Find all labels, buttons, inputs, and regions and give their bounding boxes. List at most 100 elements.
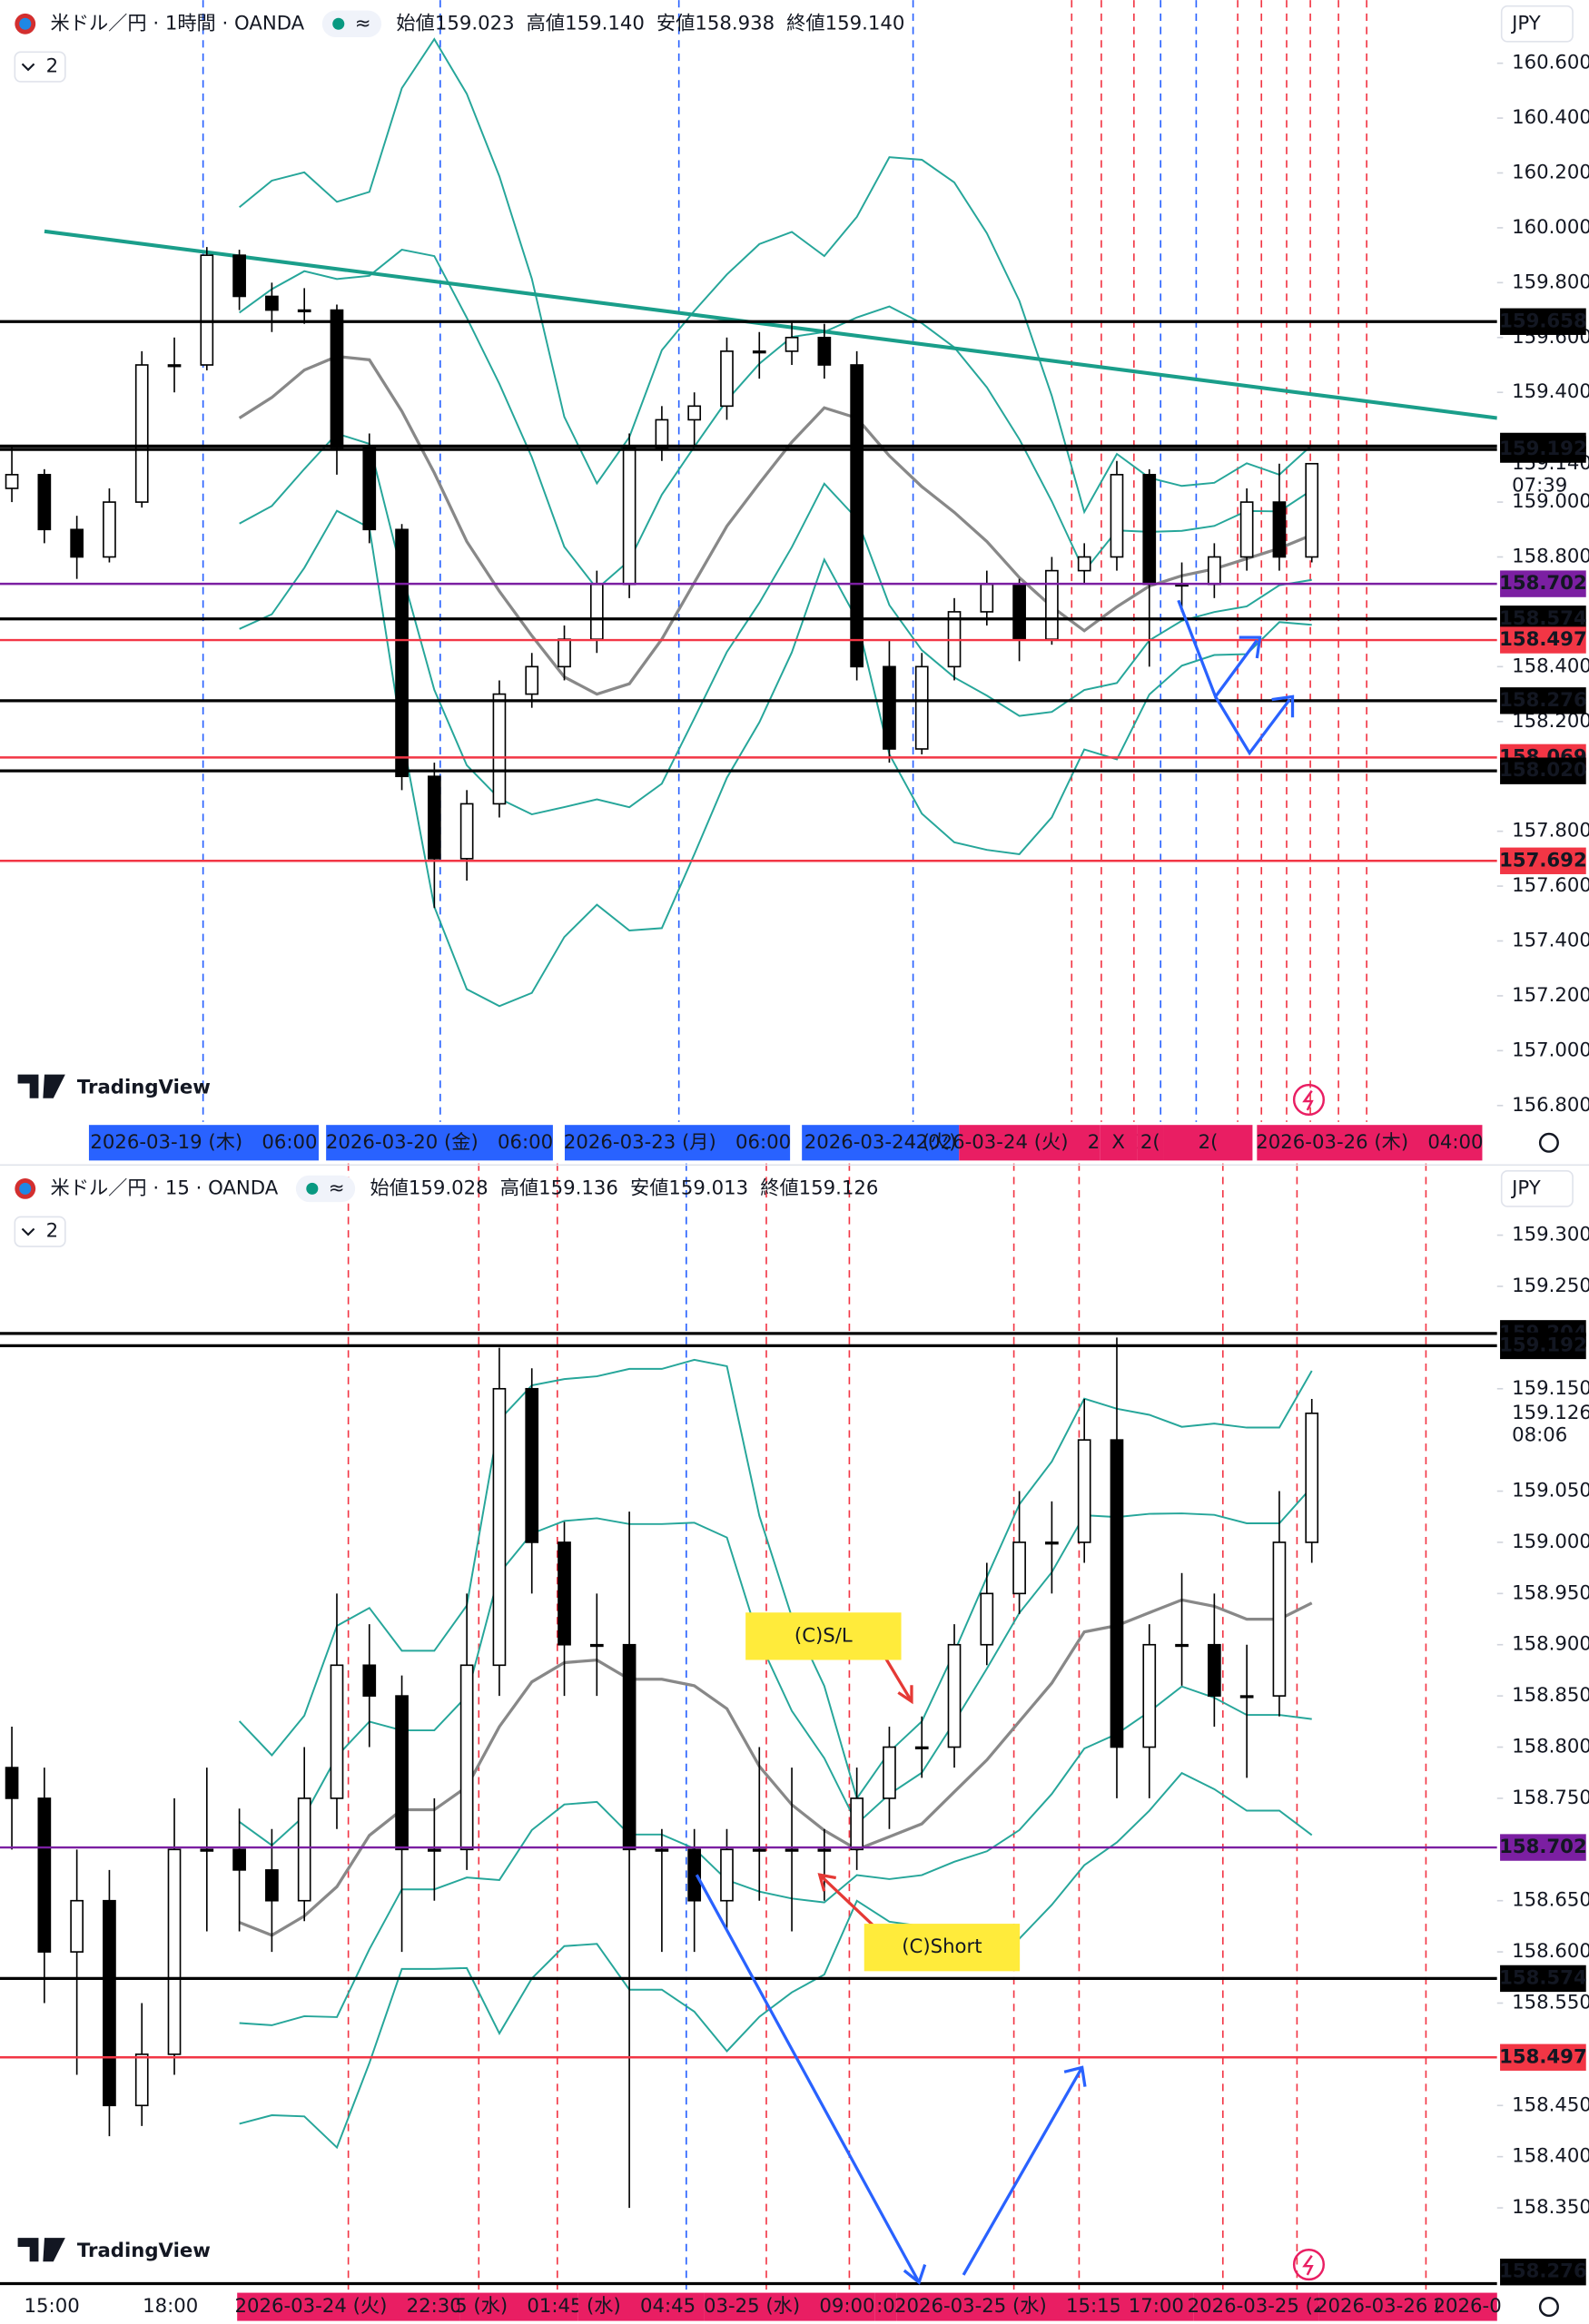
candle-body bbox=[785, 1848, 799, 1852]
annotation-box bbox=[745, 1612, 902, 1660]
count-box[interactable] bbox=[14, 1216, 66, 1247]
candle-body bbox=[558, 638, 571, 668]
chart-panel: 160.600 160.400 160.200 160.000 159.800 159.6… bbox=[0, 0, 1589, 1161]
x-tick-label: 18:00 bbox=[143, 2295, 198, 2318]
settings-icon[interactable] bbox=[1538, 1132, 1559, 1153]
price-label: 159.192 bbox=[1499, 438, 1587, 460]
candle-body bbox=[785, 336, 799, 352]
y-tick-label: 157.400 bbox=[1512, 930, 1589, 952]
x-tick-label: 2026-03-20 (金) 06:00 bbox=[326, 1131, 553, 1154]
candle-body bbox=[1208, 1643, 1221, 1697]
y-tick-label: 160.400 bbox=[1512, 106, 1589, 129]
count: 2 bbox=[46, 55, 59, 78]
candle-body bbox=[492, 1387, 507, 1667]
candle-body bbox=[1272, 501, 1287, 558]
band-line bbox=[239, 509, 1312, 1008]
status-pill bbox=[295, 1175, 356, 1203]
price-label: 158.020 bbox=[1499, 759, 1587, 782]
y-tick-label: 158.400 bbox=[1512, 2145, 1589, 2168]
y-tick-label: 157.000 bbox=[1512, 1039, 1589, 1061]
time-label-box bbox=[874, 2292, 897, 2321]
y-tick-label: 159.000 bbox=[1512, 490, 1589, 513]
countdown: 07:39 bbox=[1512, 474, 1567, 497]
y-tick-label: 160.200 bbox=[1512, 162, 1589, 184]
candle-body bbox=[720, 350, 734, 408]
candle-body bbox=[1239, 501, 1254, 558]
settings-icon[interactable] bbox=[1538, 2297, 1559, 2318]
ohlc-value: 高値159.140 bbox=[527, 12, 645, 34]
y-tick-label: 160.000 bbox=[1512, 216, 1589, 239]
candle-body bbox=[883, 1746, 896, 1799]
y-tick-label: 159.300 bbox=[1512, 1224, 1589, 1246]
arrow bbox=[818, 1874, 876, 1928]
candle-body bbox=[492, 693, 507, 805]
candle-body bbox=[655, 1848, 669, 1852]
moving-average bbox=[238, 354, 1313, 696]
y-tick-label: 158.750 bbox=[1512, 1787, 1589, 1809]
candle-body bbox=[525, 665, 539, 695]
y-tick-label: 158.600 bbox=[1512, 1940, 1589, 1963]
ohlc-value: 高値159.136 bbox=[500, 1177, 618, 1199]
candle-body bbox=[459, 1664, 474, 1851]
candle-body bbox=[428, 1848, 441, 1852]
price-label: 158.497 bbox=[1499, 2045, 1587, 2068]
candle-body bbox=[297, 1797, 311, 1902]
x-tick-label: 2026-03-19 (木) 06:00 bbox=[90, 1131, 317, 1154]
time-label-box bbox=[326, 1125, 553, 1161]
candle-body bbox=[1077, 1439, 1091, 1543]
time-label-box bbox=[88, 1125, 319, 1161]
y-tick-label: 158.800 bbox=[1512, 546, 1589, 568]
candle-body bbox=[103, 501, 116, 558]
candle-body bbox=[1012, 583, 1026, 640]
y-tick-label: 158.550 bbox=[1512, 1991, 1589, 2014]
time-label-box bbox=[1193, 2292, 1319, 2321]
band-line bbox=[239, 1486, 1313, 1846]
price-label-box bbox=[1500, 2259, 1586, 2286]
candle-body bbox=[622, 1643, 637, 1851]
bolt-icon bbox=[1292, 1083, 1326, 1116]
currency-box bbox=[1500, 5, 1574, 43]
count-box[interactable] bbox=[14, 51, 66, 83]
time-label-box bbox=[118, 2292, 222, 2321]
currency: JPY bbox=[1510, 1177, 1541, 1199]
watermark: TradingView bbox=[77, 1076, 211, 1098]
arrow bbox=[883, 1656, 913, 1703]
chart-title: 米ドル／円 · 1時間 · OANDA bbox=[51, 12, 305, 34]
y-tick-label: 159.000 bbox=[1512, 1531, 1589, 1553]
candle-body bbox=[70, 528, 84, 558]
candle-body bbox=[265, 1869, 279, 1902]
candle-body bbox=[395, 1695, 409, 1851]
countdown: 08:06 bbox=[1512, 1423, 1567, 1446]
bolt bbox=[1302, 1089, 1314, 1111]
band-line bbox=[238, 1358, 1313, 1801]
y-tick-label: 158.650 bbox=[1512, 1889, 1589, 1912]
candle-body bbox=[980, 1592, 994, 1646]
band-line bbox=[239, 432, 1312, 816]
arrow bbox=[1214, 695, 1291, 756]
price-label-box bbox=[1500, 1965, 1586, 1993]
candle-body bbox=[297, 309, 311, 313]
candle-body bbox=[5, 474, 19, 489]
candle-body bbox=[1175, 1643, 1189, 1648]
arrow bbox=[695, 1874, 921, 2283]
y-tick-label: 158.450 bbox=[1512, 2093, 1589, 2116]
y-tick-label: 159.400 bbox=[1512, 380, 1589, 403]
x-tick-label: 03-25 (水) 09:00 bbox=[704, 2295, 875, 2318]
candle-body bbox=[947, 1643, 962, 1748]
price-label-box bbox=[1500, 847, 1586, 874]
chevron bbox=[21, 1227, 35, 1236]
candle-body bbox=[1077, 556, 1091, 572]
arrow bbox=[1239, 635, 1262, 659]
annotation-box bbox=[864, 1924, 1021, 1972]
candle-body bbox=[622, 446, 637, 586]
chart-panel: (C)S/L (C)Short 159.300 159.250 159.150 159.0… bbox=[0, 1163, 1589, 2324]
band-line bbox=[239, 1771, 1313, 2150]
candle-body bbox=[883, 665, 896, 750]
candle-body bbox=[1305, 462, 1319, 558]
price-label: 158.702 bbox=[1499, 1836, 1587, 1858]
candle-body bbox=[655, 419, 669, 448]
x-tick-label: 2026-03-25 (2 bbox=[1188, 2295, 1326, 2318]
currency-box bbox=[1500, 1169, 1574, 1207]
y-tick-label: 157.800 bbox=[1512, 820, 1589, 842]
